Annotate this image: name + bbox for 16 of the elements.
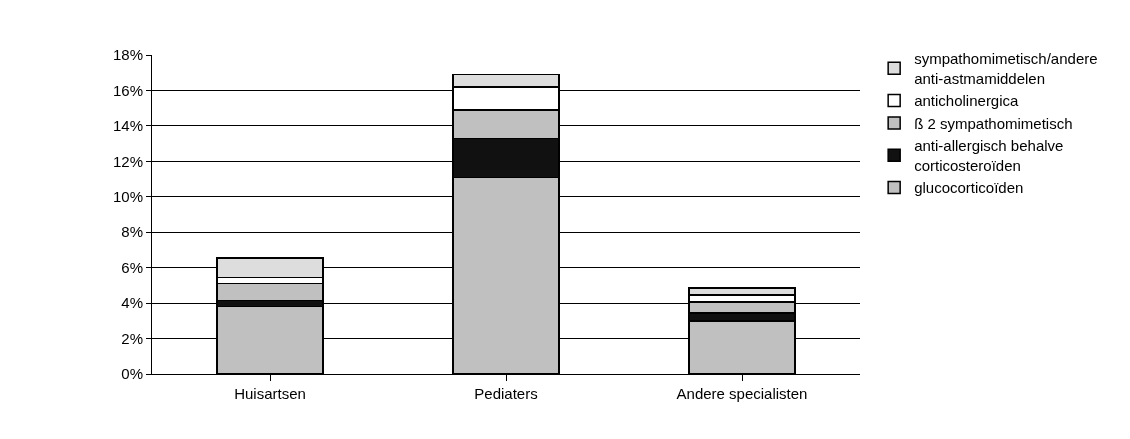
x-tick-label: Huisartsen: [234, 385, 306, 402]
y-tick-label: 6%: [121, 258, 143, 276]
y-tick-label: 4%: [121, 294, 143, 312]
legend-label: ß 2 sympathomimetisch: [914, 114, 1073, 132]
y-tick-label: 0%: [121, 365, 143, 383]
x-tick-label: Andere specialisten: [676, 385, 808, 402]
y-tick-label: 18%: [112, 46, 143, 64]
y-tick-label: 2%: [121, 329, 143, 347]
y-tick-label: 8%: [121, 223, 143, 241]
y-tick-label: 16%: [112, 81, 143, 99]
y-tick-label: 14%: [112, 117, 143, 135]
legend-label: glucocorticoïden: [914, 179, 1024, 197]
legend-label: anticholinergica: [914, 92, 1020, 110]
x-tick-label: Pediaters: [474, 385, 538, 402]
y-tick-label: 12%: [112, 152, 143, 170]
y-tick-label: 10%: [112, 188, 143, 206]
